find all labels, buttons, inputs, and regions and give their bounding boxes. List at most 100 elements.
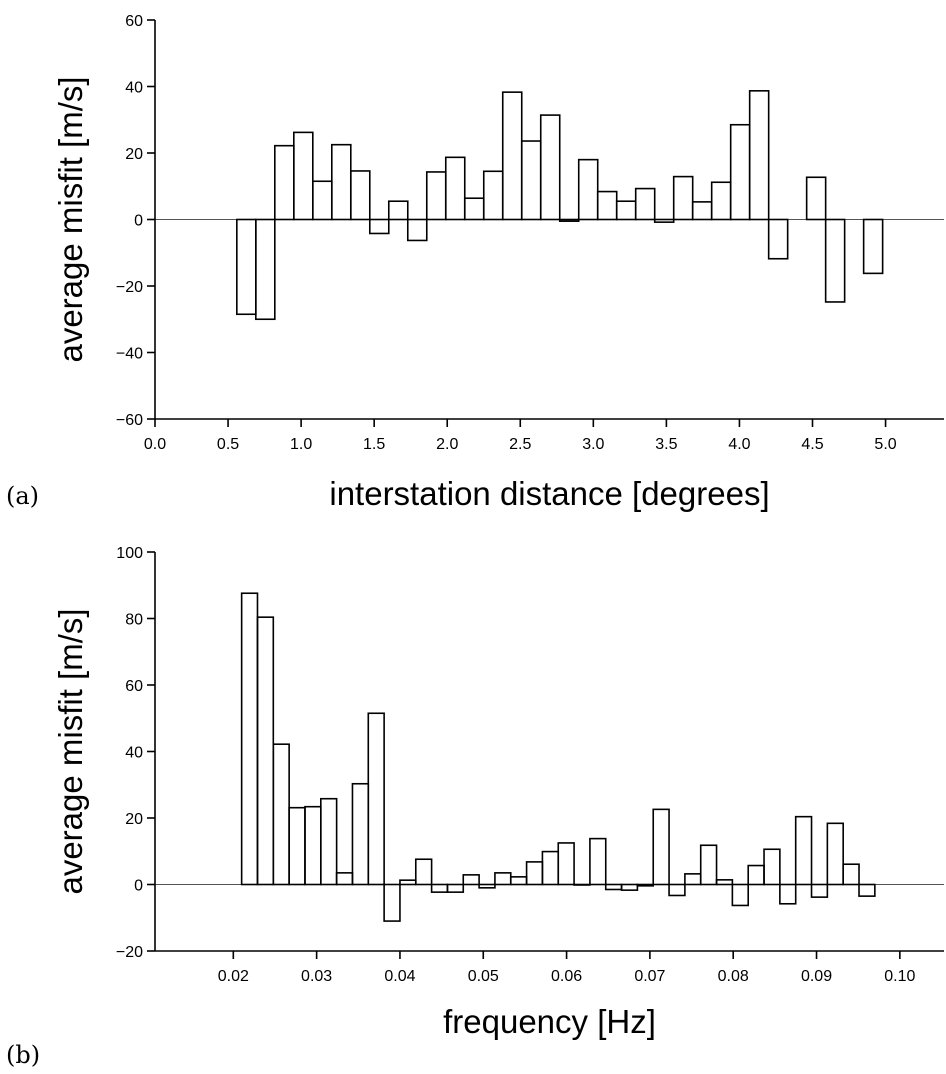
x-tick-label: 0.02 — [218, 968, 249, 985]
histogram-bar — [767, 218, 789, 260]
x-tick-label: 0.5 — [217, 436, 239, 453]
histogram-bar — [826, 822, 844, 886]
x-tick-label: 3.0 — [582, 436, 604, 453]
x-tick-label: 0.10 — [884, 968, 915, 985]
histogram-bar — [482, 170, 504, 221]
histogram-bar — [446, 883, 465, 893]
histogram-bar — [729, 123, 751, 221]
panel-label: (b) — [6, 1041, 40, 1069]
x-tick-label: 0.08 — [718, 968, 749, 985]
x-tick-label: 2.5 — [509, 436, 531, 453]
histogram-bar — [636, 883, 655, 887]
y-axis-label: average misfit [m/s] — [52, 76, 89, 362]
histogram-bar — [462, 874, 480, 886]
histogram-bar — [274, 144, 295, 221]
histogram-bar — [684, 873, 702, 886]
histogram-bar — [615, 200, 637, 221]
histogram-bar — [399, 879, 417, 886]
y-tick-label: 40 — [125, 745, 143, 762]
histogram-bar — [715, 879, 734, 886]
y-tick-label: 60 — [125, 678, 143, 695]
histogram-bar — [256, 616, 275, 886]
histogram-bar — [304, 805, 322, 886]
x-tick-label: 0.04 — [384, 968, 415, 985]
histogram-bar — [763, 848, 781, 886]
histogram-bar — [577, 158, 599, 221]
histogram-bar — [604, 883, 623, 891]
histogram-bar — [596, 190, 618, 221]
y-tick-label: 100 — [116, 545, 143, 562]
histogram-bar — [779, 883, 797, 905]
histogram-bar — [541, 850, 560, 886]
histogram-bar — [509, 876, 528, 886]
histogram-bar — [557, 842, 575, 886]
histogram-bar — [368, 218, 390, 235]
histogram-bar — [653, 218, 675, 223]
histogram-bar — [335, 872, 354, 886]
x-tick-label: 1.0 — [290, 436, 312, 453]
histogram-bar — [520, 140, 542, 221]
histogram-bar — [387, 200, 409, 221]
histogram-bar — [383, 883, 401, 922]
y-tick-label: 0 — [134, 213, 143, 230]
x-tick-label: 0.0 — [144, 436, 166, 453]
y-tick-label: 40 — [125, 80, 143, 97]
panel-label: (a) — [6, 482, 39, 510]
histogram-bar — [710, 181, 732, 221]
histogram-bar — [414, 858, 433, 886]
x-tick-label: 0.05 — [468, 968, 499, 985]
histogram-bar — [589, 837, 607, 886]
y-tick-label: −40 — [116, 346, 143, 363]
y-tick-label: 0 — [134, 878, 143, 895]
histogram-bar — [311, 180, 333, 221]
y-tick-label: −20 — [116, 944, 143, 961]
histogram-bar — [330, 143, 352, 221]
x-tick-label: 0.07 — [634, 968, 665, 985]
histogram-bar — [858, 883, 876, 897]
histogram-bar — [620, 883, 639, 891]
histogram-bar — [255, 218, 276, 321]
x-tick-label: 0.09 — [801, 968, 832, 985]
histogram-bar — [430, 883, 449, 893]
histogram-bar — [539, 114, 561, 221]
histogram-bar — [349, 170, 371, 221]
y-tick-label: −60 — [116, 412, 143, 429]
histogram-bar — [425, 171, 447, 221]
histogram-bar — [634, 187, 656, 221]
histogram-bar — [319, 797, 338, 886]
histogram-bar — [810, 883, 829, 898]
histogram-bar — [824, 218, 846, 303]
histogram-bar — [240, 592, 259, 886]
histogram-bar — [367, 712, 385, 886]
histogram-bar — [351, 782, 370, 886]
histogram-bar — [668, 883, 686, 897]
histogram-bar — [747, 864, 765, 886]
histogram-bar — [463, 197, 485, 221]
histogram-bar — [444, 156, 466, 221]
x-tick-label: 5.0 — [874, 436, 896, 453]
y-tick-label: 80 — [125, 612, 143, 629]
x-axis-label: interstation distance [degrees] — [329, 475, 769, 512]
x-tick-label: 3.5 — [655, 436, 677, 453]
y-tick-label: 60 — [125, 13, 143, 30]
panel-a: 60 40 20 0 −20 −40 −600.0 0.5 1.0 1.5 2.0 2.5 3.0 3.5… — [6, 13, 944, 512]
histogram-bar — [406, 218, 428, 242]
y-tick-label: 20 — [125, 146, 143, 163]
histogram-bar — [862, 218, 884, 275]
x-tick-label: 0.06 — [551, 968, 582, 985]
histogram-bar — [691, 201, 713, 221]
histogram-bar — [494, 872, 512, 886]
x-tick-label: 4.0 — [728, 436, 750, 453]
x-tick-label: 2.0 — [436, 436, 458, 453]
x-tick-label: 4.5 — [801, 436, 823, 453]
y-tick-label: 20 — [125, 811, 143, 828]
panel-b: 100 80 60 40 20 0 −20 0.02 0.03 0.04 0.05 0.06 0.07 0… — [6, 545, 944, 1069]
y-axis-label: average misfit [m/s] — [52, 608, 89, 894]
x-tick-label: 0.03 — [301, 968, 332, 985]
histogram-bar — [501, 91, 523, 221]
histogram-bar — [652, 808, 670, 886]
histogram-bar — [236, 218, 257, 316]
x-axis-label: frequency [Hz] — [443, 1003, 656, 1040]
histogram-bar — [478, 883, 496, 889]
